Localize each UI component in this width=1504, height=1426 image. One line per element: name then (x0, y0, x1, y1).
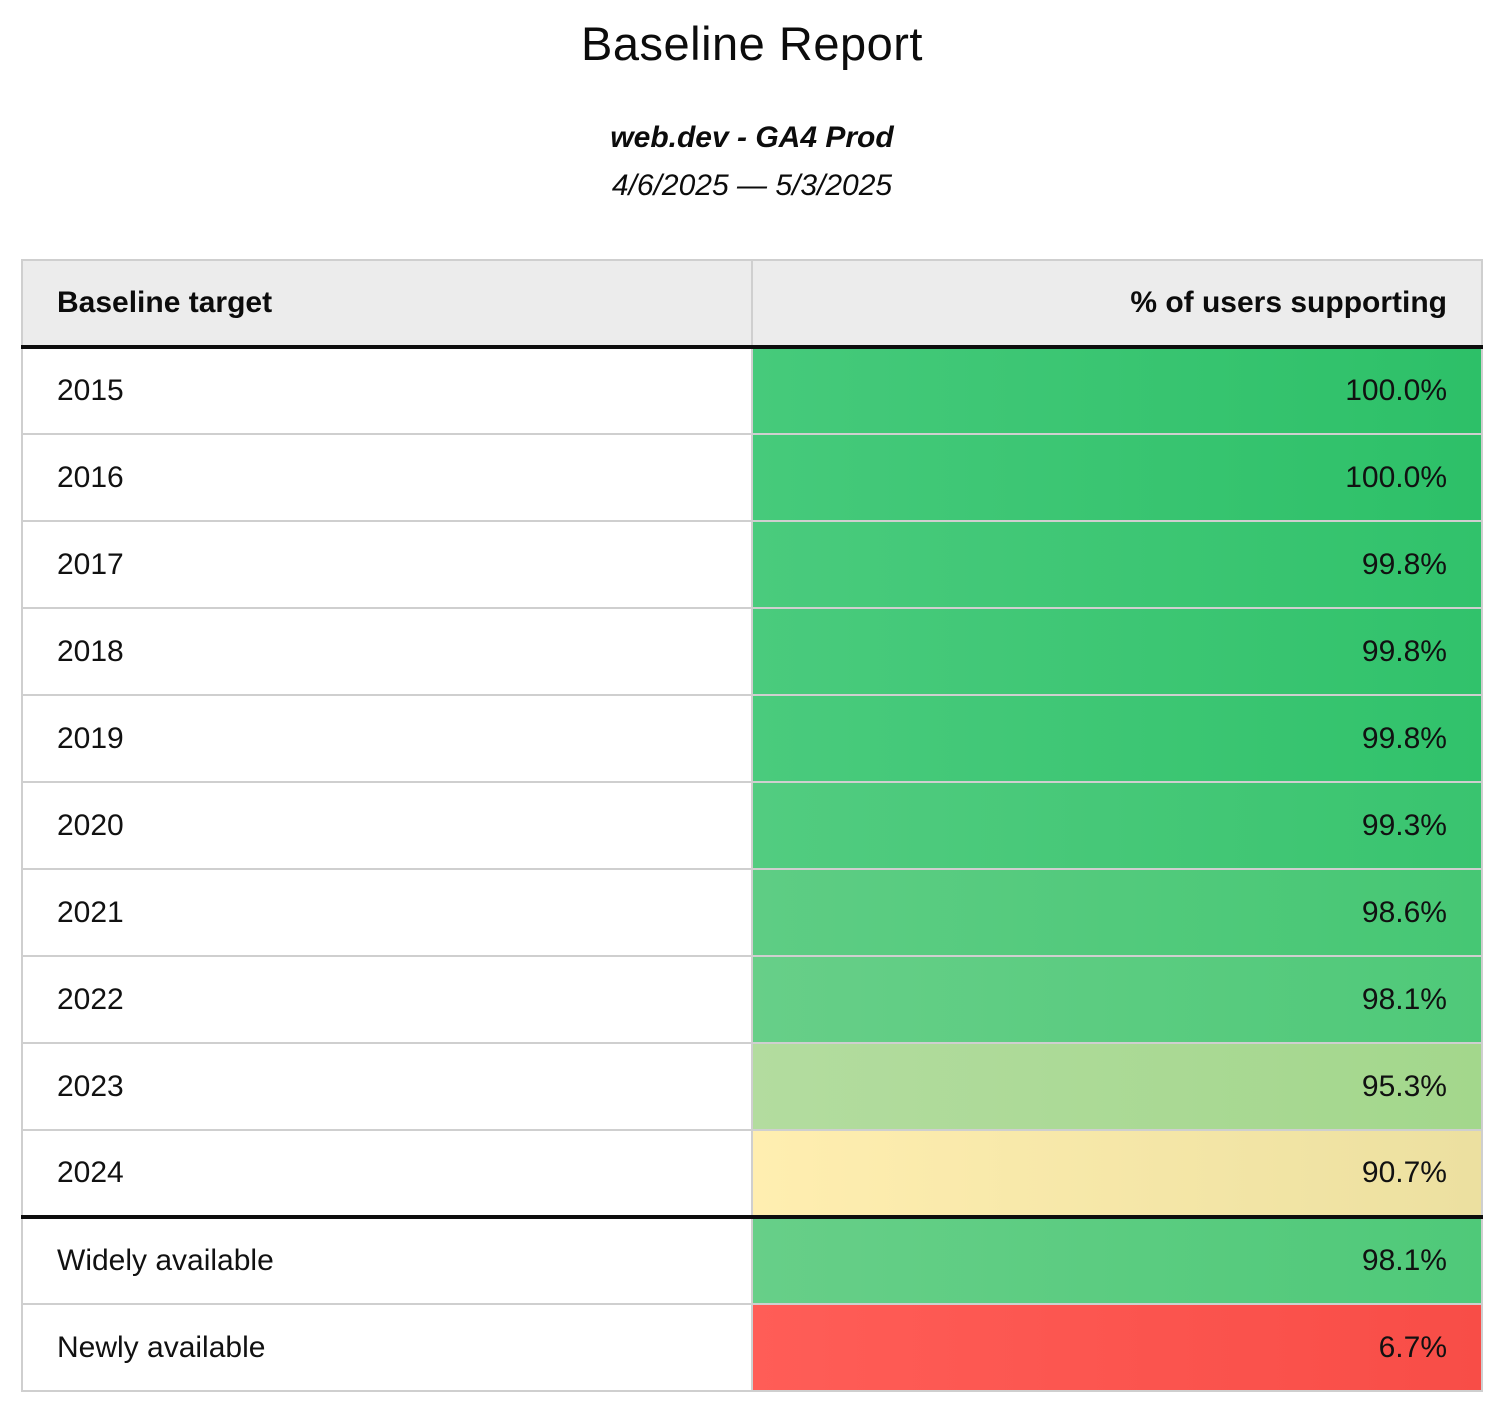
baseline-target-cell: 2018 (21, 607, 753, 696)
baseline-target-cell: Widely available (21, 1215, 753, 1305)
table-row: 2022 98.1% (21, 955, 1483, 1044)
column-header-baseline-target: Baseline target (21, 259, 753, 349)
table-row: Widely available 98.1% (21, 1215, 1483, 1305)
baseline-target-cell: 2019 (21, 694, 753, 783)
percent-supporting-cell: 6.7% (751, 1303, 1483, 1392)
table-row: 2023 95.3% (21, 1042, 1483, 1131)
percent-supporting-cell: 95.3% (751, 1042, 1483, 1131)
percent-supporting-cell: 90.7% (751, 1129, 1483, 1218)
table-row: 2019 99.8% (21, 694, 1483, 783)
baseline-target-cell: 2017 (21, 520, 753, 609)
table-row: 2015 100.0% (21, 346, 1483, 435)
percent-supporting-cell: 98.6% (751, 868, 1483, 957)
percent-supporting-cell: 98.1% (751, 1215, 1483, 1305)
table-row: 2017 99.8% (21, 520, 1483, 609)
report-property-name: web.dev - GA4 Prod (610, 121, 894, 154)
report-date-range: 4/6/2025 — 5/3/2025 (611, 169, 893, 202)
table-row: 2024 90.7% (21, 1129, 1483, 1218)
baseline-target-cell: 2023 (21, 1042, 753, 1131)
table-row: 2021 98.6% (21, 868, 1483, 957)
table-row: 2020 99.3% (21, 781, 1483, 870)
baseline-target-cell: Newly available (21, 1303, 753, 1392)
baseline-target-cell: 2024 (21, 1129, 753, 1218)
percent-supporting-cell: 99.3% (751, 781, 1483, 870)
percent-supporting-cell: 98.1% (751, 955, 1483, 1044)
baseline-target-cell: 2015 (21, 346, 753, 435)
baseline-table: Baseline target % of users supporting 20… (21, 259, 1483, 1392)
percent-supporting-cell: 99.8% (751, 694, 1483, 783)
table-header-row: Baseline target % of users supporting (21, 259, 1483, 349)
percent-supporting-cell: 100.0% (751, 346, 1483, 435)
column-header-percent-supporting: % of users supporting (751, 259, 1483, 349)
table-header: Baseline target % of users supporting (21, 259, 1483, 349)
baseline-target-cell: 2020 (21, 781, 753, 870)
page-title: Baseline Report (581, 17, 923, 70)
table-row: Newly available 6.7% (21, 1303, 1483, 1392)
baseline-target-cell: 2022 (21, 955, 753, 1044)
table-body: 2015 100.0% 2016 100.0% 2017 99.8% 2018 99.8% 20… (21, 346, 1483, 1392)
baseline-target-cell: 2021 (21, 868, 753, 957)
table-row: 2018 99.8% (21, 607, 1483, 696)
percent-supporting-cell: 100.0% (751, 433, 1483, 522)
percent-supporting-cell: 99.8% (751, 607, 1483, 696)
baseline-target-cell: 2016 (21, 433, 753, 522)
table-row: 2016 100.0% (21, 433, 1483, 522)
percent-supporting-cell: 99.8% (751, 520, 1483, 609)
